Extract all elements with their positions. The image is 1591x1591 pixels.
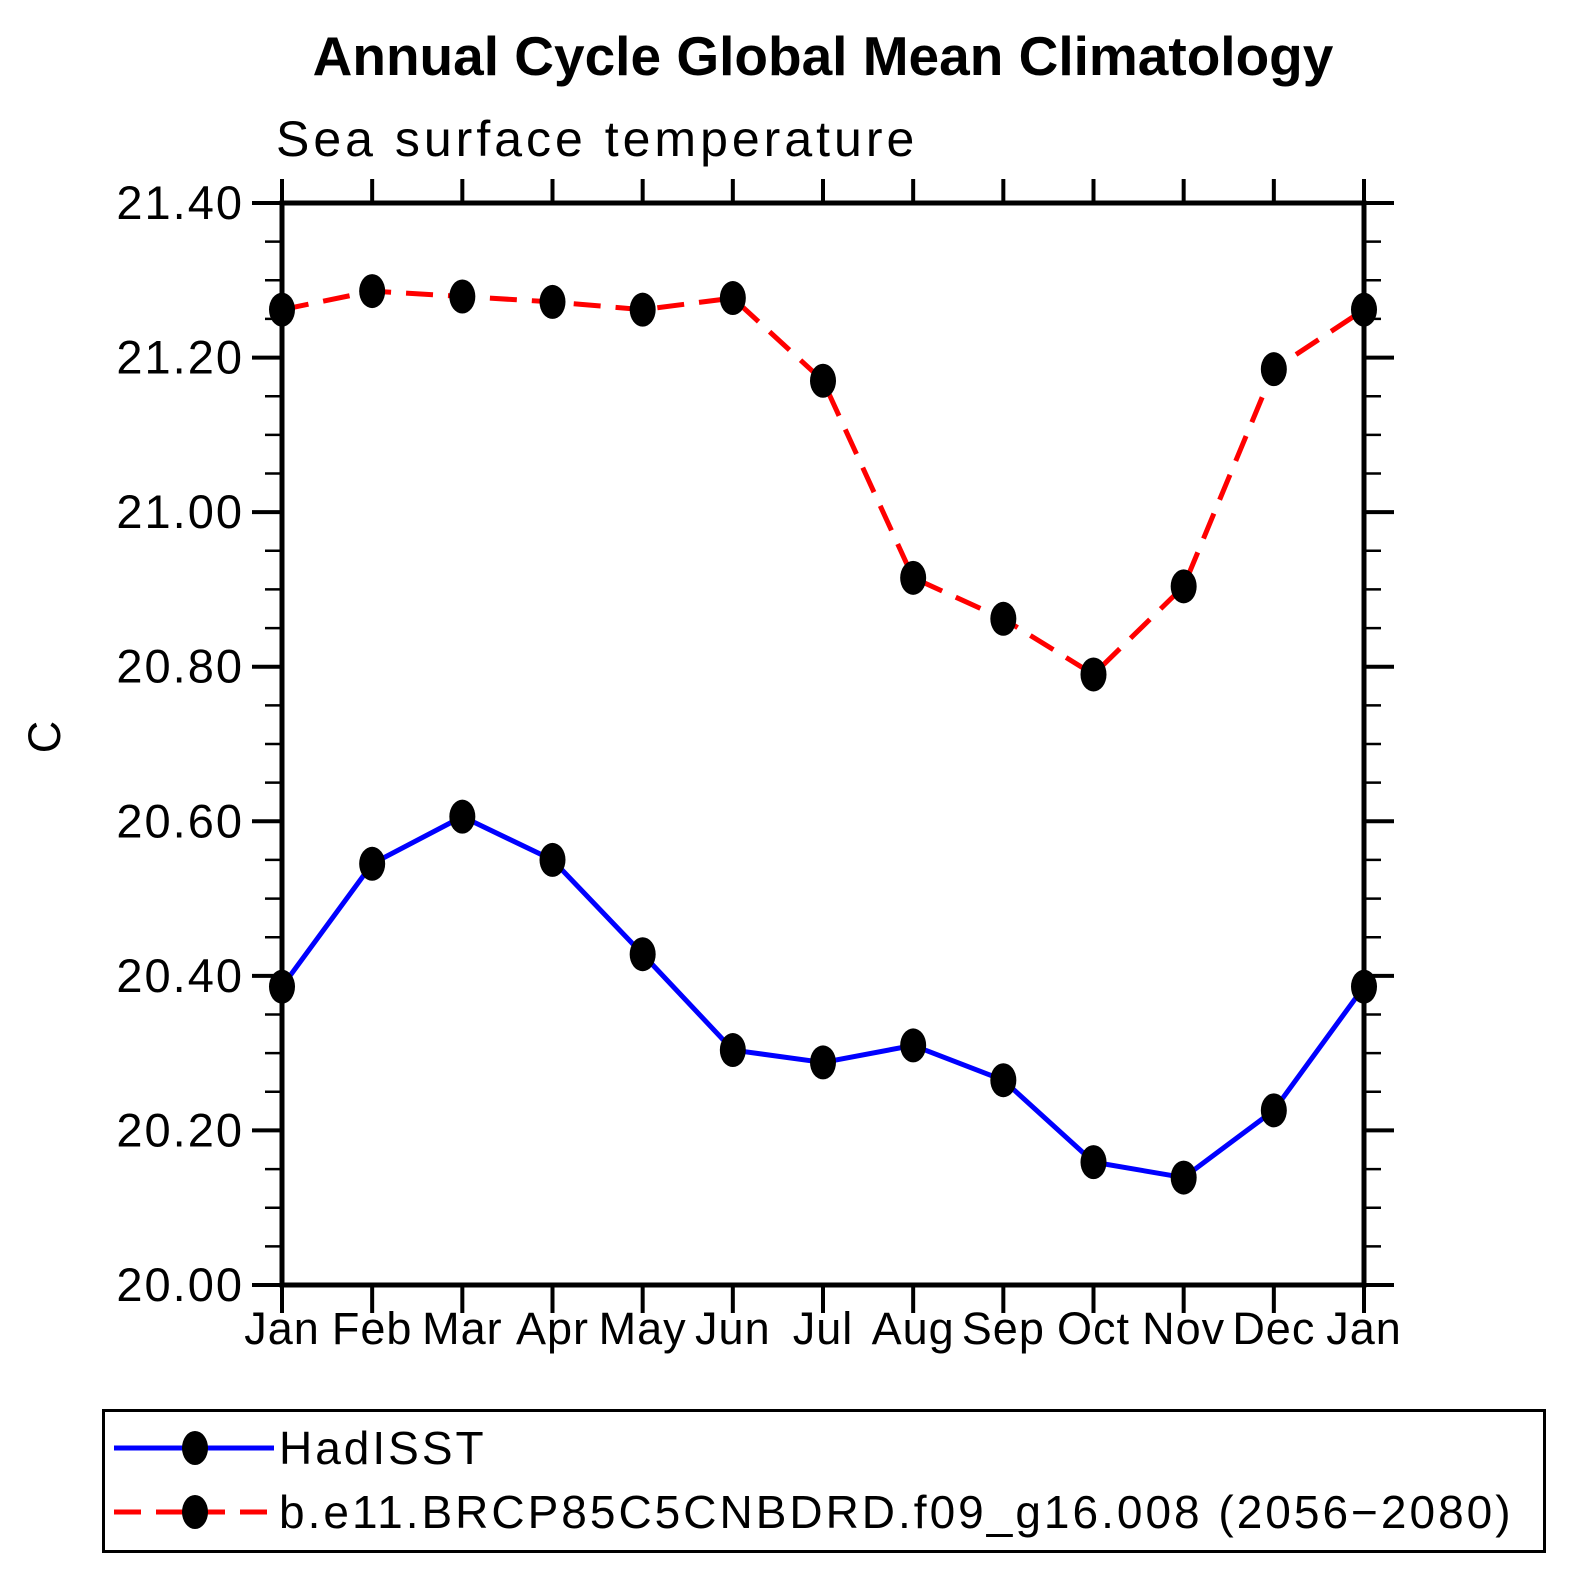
model-marker xyxy=(539,284,566,319)
legend-sample-dashed-line xyxy=(114,1495,274,1529)
x-tick-label: Mar xyxy=(422,1303,503,1354)
y-tick-label: 20.40 xyxy=(116,949,244,1002)
plot-svg: 20.00 20.20 20.40 20.60 20.80 21.00 21.20 21.40… xyxy=(19,176,1402,1354)
chart-subtitle: Sea surface temperature xyxy=(276,111,919,167)
hadisst-marker xyxy=(990,1063,1017,1098)
model-marker xyxy=(629,292,656,327)
model-marker xyxy=(1260,352,1287,387)
model-marker xyxy=(990,601,1017,636)
hadisst-marker xyxy=(1170,1160,1197,1195)
x-tick-label: Jan xyxy=(244,1303,320,1354)
legend-box: HadISST b.e11.BRCP85C5CNBDRD.f09_g16.008… xyxy=(102,1409,1546,1553)
model-marker xyxy=(1351,292,1377,327)
legend-sample-solid-line xyxy=(114,1431,274,1465)
model-marker xyxy=(1080,657,1107,692)
x-tick-label: Jan xyxy=(1326,1303,1402,1354)
x-tick-label: Jun xyxy=(695,1303,771,1354)
legend-label-model: b.e11.BRCP85C5CNBDRD.f09_g16.008 (2056−2… xyxy=(279,1486,1514,1538)
legend-label-hadisst: HadISST xyxy=(279,1422,487,1474)
hadisst-marker xyxy=(269,969,295,1004)
y-axis-title: C xyxy=(19,721,70,754)
x-tick-label: May xyxy=(599,1303,687,1354)
hadisst-marker xyxy=(629,937,656,972)
model-marker xyxy=(810,363,836,398)
hadisst-line xyxy=(279,814,1367,1181)
legend-marker-icon xyxy=(182,1495,208,1529)
legend-item-hadisst: HadISST xyxy=(111,1416,487,1480)
x-tick-label: Nov xyxy=(1142,1303,1225,1354)
model-marker xyxy=(719,281,746,316)
model-marker xyxy=(269,292,295,327)
y-tick-label: 20.00 xyxy=(116,1258,244,1311)
hadisst-marker xyxy=(359,846,386,881)
hadisst-marker xyxy=(810,1045,836,1080)
hadisst-marker xyxy=(539,842,566,877)
y-tick-label: 21.20 xyxy=(116,331,244,384)
y-tick-label: 21.40 xyxy=(116,176,244,229)
y-tick-label: 20.80 xyxy=(116,640,244,693)
hadisst-marker xyxy=(719,1033,746,1068)
chart-title: Annual Cycle Global Mean Climatology xyxy=(312,25,1334,87)
hadisst-marker xyxy=(449,799,476,834)
model-marker xyxy=(449,279,476,314)
y-tick-label: 20.20 xyxy=(116,1103,244,1156)
model-marker xyxy=(900,560,927,595)
x-tick-label: Sep xyxy=(962,1303,1045,1354)
hadisst-marker xyxy=(1351,969,1377,1004)
hadisst-marker xyxy=(1080,1145,1107,1180)
x-tick-label: Oct xyxy=(1057,1303,1130,1354)
model-marker xyxy=(359,274,386,309)
x-tick-label: Feb xyxy=(332,1303,413,1354)
legend-marker-icon xyxy=(182,1431,208,1465)
model-line xyxy=(281,288,1366,677)
hadisst-marker xyxy=(900,1028,927,1063)
x-tick-label: Jul xyxy=(793,1303,854,1354)
legend-item-model: b.e11.BRCP85C5CNBDRD.f09_g16.008 (2056−2… xyxy=(111,1480,1514,1544)
model-marker xyxy=(1170,569,1197,604)
y-tick-label: 21.00 xyxy=(116,485,244,538)
x-tick-label: Aug xyxy=(872,1303,955,1354)
hadisst-marker xyxy=(1260,1093,1287,1128)
x-tick-label: Apr xyxy=(516,1303,589,1354)
x-tick-label: Dec xyxy=(1232,1303,1315,1354)
y-tick-label: 20.60 xyxy=(116,794,244,847)
